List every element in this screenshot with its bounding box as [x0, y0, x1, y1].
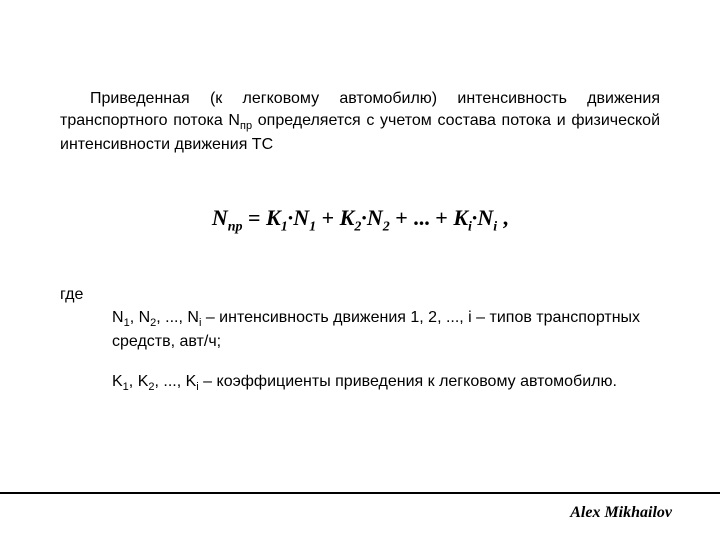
w2-rest: – коэффициенты приведения к легковому ав…: [199, 373, 617, 390]
formula-k2: K: [340, 205, 355, 230]
where-label: где: [60, 284, 660, 306]
formula-ni: N: [477, 205, 493, 230]
formula-k1-sub: 1: [281, 220, 288, 235]
formula-plus1: +: [316, 205, 340, 230]
formula-n2: N: [367, 205, 383, 230]
formula-k1: K: [266, 205, 281, 230]
w2-p: K: [112, 373, 123, 390]
w2-c1: , K: [129, 373, 149, 390]
formula: Nпр = K1∙N1 + K2∙N2 + ... + Ki∙Ni ,: [60, 205, 660, 235]
where-line-1: N1, N2, ..., Ni – интенсивность движения…: [60, 307, 660, 353]
intro-sub: пр: [240, 120, 252, 132]
formula-ellipsis: + ... +: [390, 205, 454, 230]
formula-n2-sub: 2: [383, 220, 390, 235]
intro-paragraph: Приведенная (к легковому автомобилю) инт…: [60, 88, 660, 155]
where-line-2: K1, K2, ..., Ki – коэффициенты приведени…: [60, 371, 660, 395]
footer-author: Alex Mikhailov: [570, 504, 672, 522]
formula-lhs-var: N: [212, 205, 228, 230]
formula-eq: =: [243, 205, 267, 230]
formula-n1: N: [293, 205, 309, 230]
w2-c2: , ..., K: [154, 373, 196, 390]
formula-ki: K: [453, 205, 468, 230]
w1-c1: , N: [130, 309, 150, 326]
formula-tail: ,: [497, 205, 508, 230]
w1-p: N: [112, 309, 124, 326]
footer-divider: [0, 492, 720, 494]
formula-lhs-sub: пр: [228, 220, 243, 235]
where-block: где N1, N2, ..., Ni – интенсивность движ…: [60, 284, 660, 395]
w1-c2: , ..., N: [156, 309, 199, 326]
